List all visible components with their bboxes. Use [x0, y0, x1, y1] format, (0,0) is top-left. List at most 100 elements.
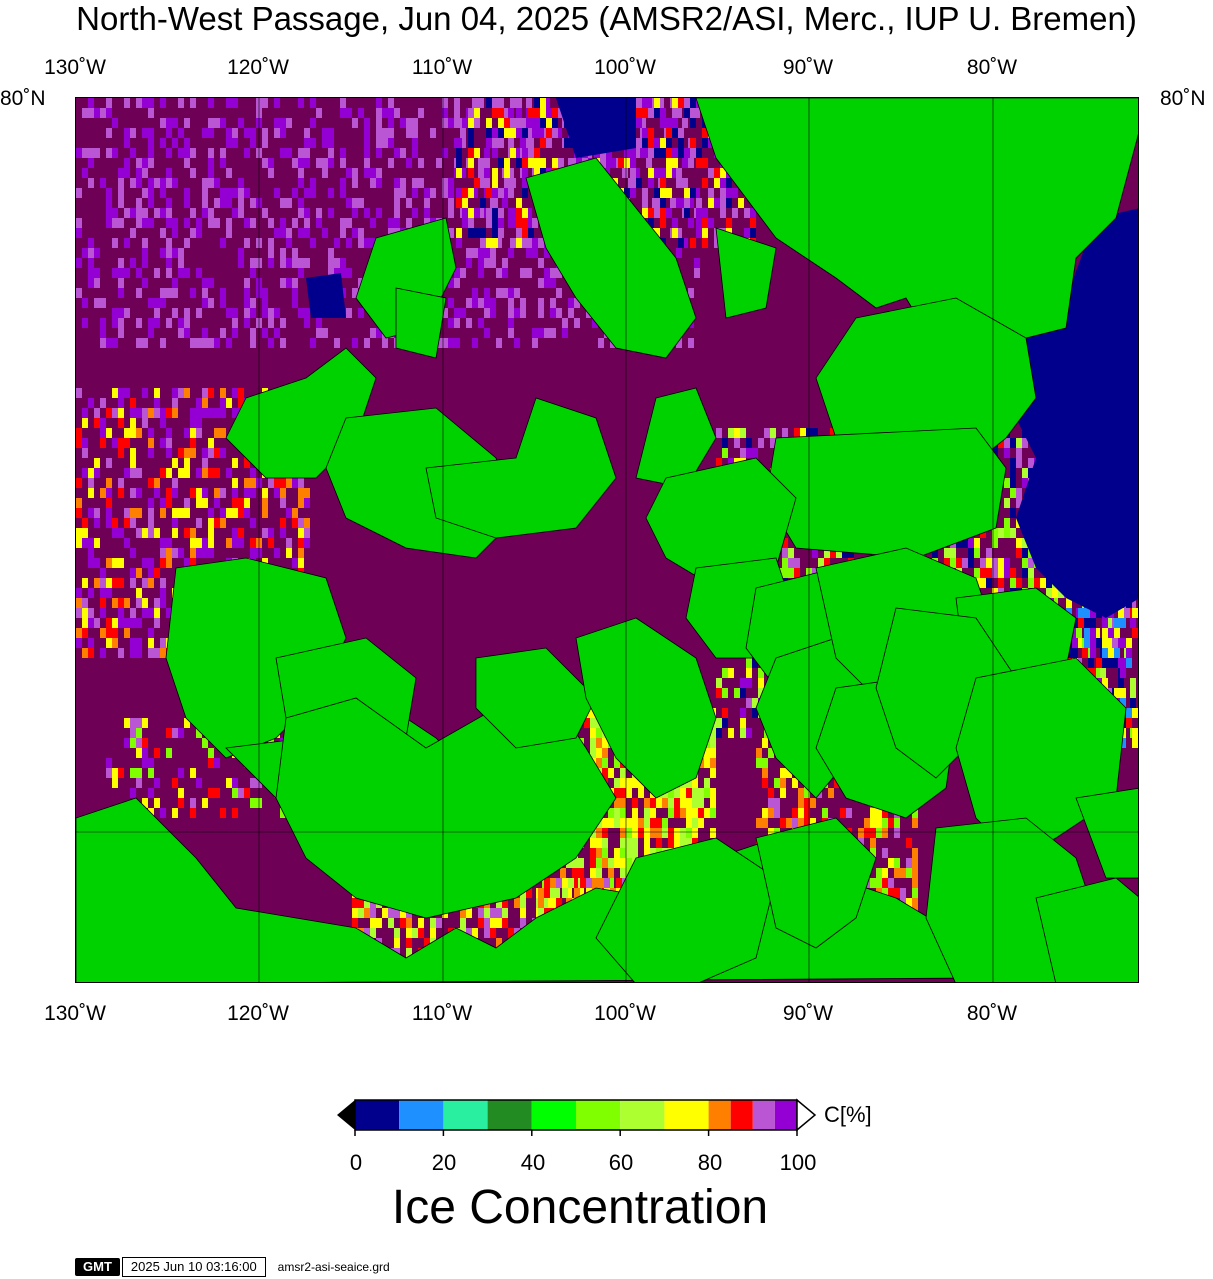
ice-cell [166, 538, 172, 548]
ice-cell [622, 168, 628, 178]
ice-cell [178, 98, 184, 108]
ice-cell [376, 148, 382, 158]
ice-cell [672, 218, 678, 228]
ice-cell [394, 928, 400, 938]
ice-cell [1132, 708, 1138, 718]
ice-cell [782, 538, 788, 548]
colorbar-over-triangle [796, 1098, 817, 1132]
ice-cell [888, 878, 894, 888]
ice-cell [514, 898, 520, 908]
ice-cell [184, 528, 190, 538]
ice-cell [352, 208, 358, 218]
ice-cell [100, 398, 106, 408]
ice-cell [614, 818, 620, 828]
ice-cell [1076, 638, 1082, 648]
ice-cell [136, 468, 142, 478]
ice-cell [992, 528, 998, 538]
ice-cell [750, 208, 756, 218]
ice-cell [484, 248, 490, 258]
ice-cell [768, 808, 774, 818]
ice-cell [352, 178, 358, 188]
ice-cell [424, 208, 430, 218]
ice-cell [478, 178, 484, 188]
ice-cell [352, 898, 358, 908]
ice-cell [106, 518, 112, 528]
ice-cell [684, 208, 690, 218]
ice-cell [546, 128, 552, 138]
ice-cell [94, 278, 100, 288]
ice-cell [614, 758, 620, 768]
ice-cell [696, 198, 702, 208]
ice-cell [510, 148, 516, 158]
ice-cell [722, 688, 728, 698]
ice-cell [656, 828, 662, 838]
ice-cell [668, 838, 674, 848]
ice-cell [106, 108, 112, 118]
ice-cell [478, 268, 484, 278]
colorbar [337, 1098, 817, 1136]
ice-cell [124, 158, 130, 168]
ice-cell [178, 148, 184, 158]
ice-cell [76, 438, 82, 448]
ice-cell [208, 548, 214, 558]
colorbar-title: Ice Concentration [391, 1181, 769, 1234]
ice-cell [1022, 478, 1028, 488]
ice-cell [548, 888, 554, 898]
ice-cell [1090, 628, 1096, 638]
ice-cell [208, 168, 214, 178]
ice-cell [768, 798, 774, 808]
ice-cell [406, 948, 412, 958]
ice-cell [172, 398, 178, 408]
ice-cell [900, 868, 906, 878]
lon-label-bottom-110w: 110˚W [411, 1002, 473, 1025]
ice-cell [112, 308, 118, 318]
ice-cell [448, 188, 454, 198]
ice-cell [1130, 678, 1136, 688]
ice-cell [142, 418, 148, 428]
ice-cell [692, 798, 698, 808]
ice-cell [184, 198, 190, 208]
ice-cell [448, 298, 454, 308]
ice-cell [130, 418, 136, 428]
ice-cell [538, 238, 544, 248]
ice-cell [448, 338, 454, 348]
ice-cell [822, 808, 828, 818]
ice-cell [552, 158, 558, 168]
ice-cell [684, 148, 690, 158]
ice-cell [94, 148, 100, 158]
ice-cell [710, 768, 716, 778]
ice-cell [472, 248, 478, 258]
ice-cell [636, 118, 642, 128]
ice-cell [376, 118, 382, 128]
ice-cell [340, 178, 346, 188]
ice-cell [346, 108, 352, 118]
ice-cell [548, 898, 554, 908]
ice-cell [298, 308, 304, 318]
ice-cell [1034, 578, 1040, 588]
ice-cell [502, 258, 508, 268]
ice-cell [328, 248, 334, 258]
ice-cell [136, 738, 142, 748]
ice-cell [370, 238, 376, 248]
ice-cell [370, 928, 376, 938]
ice-cell [148, 508, 154, 518]
ice-cell [94, 418, 100, 428]
ice-cell [602, 838, 608, 848]
ice-cell [624, 158, 630, 168]
ice-cell [538, 328, 544, 338]
ice-cell [214, 448, 220, 458]
ice-cell [492, 188, 498, 198]
ice-cell [478, 98, 484, 108]
ice-cell [456, 228, 462, 238]
ice-cell [704, 778, 710, 788]
ice-cell [1022, 558, 1028, 568]
ice-cell [1112, 638, 1118, 648]
ice-cell [88, 488, 94, 498]
ice-cell [508, 288, 514, 298]
ice-cell [160, 558, 166, 568]
ice-cell [352, 168, 358, 178]
ice-cell [746, 728, 752, 738]
lon-label-top-80w: 80˚W [966, 56, 1018, 79]
ice-cell [268, 258, 274, 268]
ice-cell [714, 198, 720, 208]
